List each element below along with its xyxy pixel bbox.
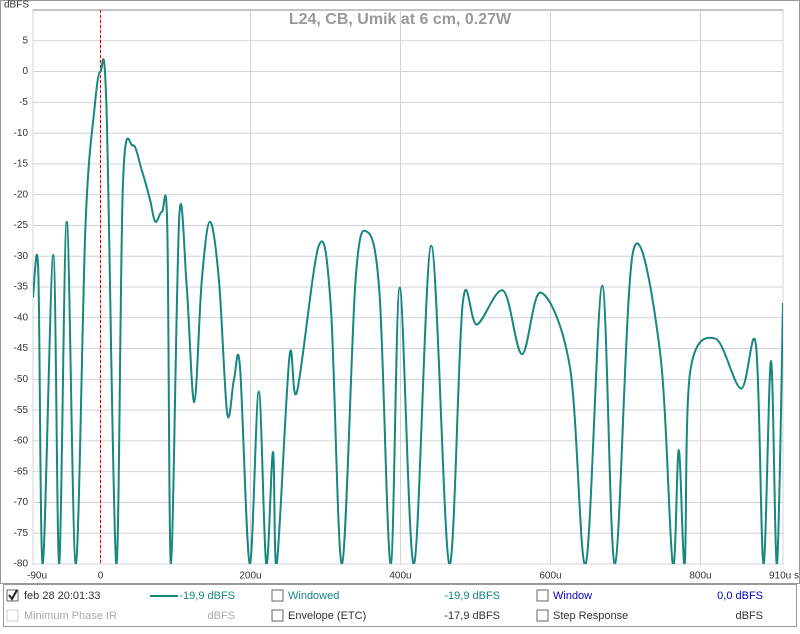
checkbox[interactable] — [271, 589, 284, 602]
y-tick-label: -25 — [14, 220, 29, 231]
y-tick-label: -80 — [14, 559, 29, 570]
y-tick-label: -15 — [14, 159, 29, 170]
x-tick-label: 0 — [98, 571, 104, 582]
y-tick-label: -75 — [14, 528, 29, 539]
x-tick-label: 200u — [239, 571, 261, 582]
legend-panel — [3, 584, 797, 627]
legend-text: Step Response — [553, 610, 628, 622]
x-tick-label: 400u — [389, 571, 411, 582]
y-tick-label: -35 — [14, 282, 29, 293]
checkbox[interactable] — [536, 589, 549, 602]
legend-text: -19,9 dBFS — [444, 590, 500, 602]
y-tick-label: -20 — [14, 189, 29, 200]
series-line — [33, 58, 783, 564]
checkbox[interactable] — [6, 609, 19, 622]
y-tick-label: -30 — [14, 251, 29, 262]
y-tick-label: 0 — [22, 66, 28, 77]
y-axis-label: dBFS — [4, 0, 29, 11]
chart-title: L24, CB, Umik at 6 cm, 0.27W — [289, 11, 512, 28]
checkbox[interactable] — [271, 609, 284, 622]
legend-text: 0,0 dBFS — [717, 590, 763, 602]
y-tick-label: -45 — [14, 343, 29, 354]
y-tick-label: -40 — [14, 312, 29, 323]
x-tick-label: -90u — [27, 571, 47, 582]
x-tick-label: 600u — [539, 571, 561, 582]
legend-text: Window — [553, 590, 592, 602]
checkbox[interactable] — [536, 609, 549, 622]
legend-text: -19,9 dBFS — [179, 590, 235, 602]
legend-text: feb 28 20:01:33 — [24, 590, 100, 602]
legend-text: Windowed — [288, 590, 339, 602]
legend-text: Minimum Phase IR — [24, 610, 117, 622]
legend-text: Envelope (ETC) — [288, 610, 366, 622]
y-tick-label: 5 — [22, 35, 28, 46]
legend-text: -17,9 dBFS — [444, 610, 500, 622]
y-tick-label: -60 — [14, 436, 29, 447]
y-tick-label: -70 — [14, 497, 29, 508]
y-tick-label: -55 — [14, 405, 29, 416]
legend-text: dBFS — [735, 610, 763, 622]
y-tick-label: -10 — [14, 128, 29, 139]
checkbox[interactable] — [6, 589, 19, 602]
legend-text: dBFS — [207, 610, 235, 622]
x-tick-label: 800u — [689, 571, 711, 582]
y-tick-label: -5 — [19, 97, 28, 108]
x-tick-label: 910u s — [769, 571, 799, 582]
checkmark — [8, 589, 18, 601]
y-tick-label: -50 — [14, 374, 29, 385]
y-tick-label: -65 — [14, 466, 29, 477]
